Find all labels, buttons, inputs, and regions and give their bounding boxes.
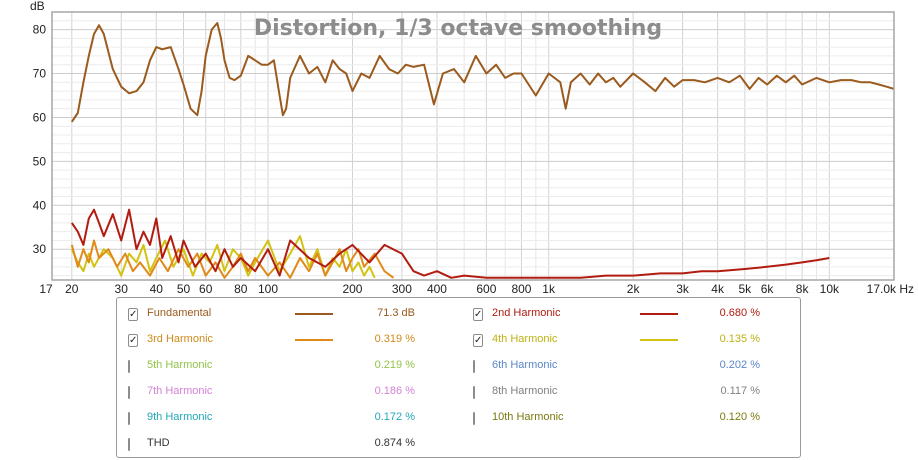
x-tick-label: 60 [199, 282, 213, 296]
legend-item-fundamental: ✓ Fundamental 71.3 dB [117, 304, 457, 324]
x-tick-label: 1k [542, 282, 556, 296]
legend-item-9th-harmonic: 9th Harmonic 0.172 % [117, 408, 457, 428]
series-line-fundamental [70, 22, 894, 123]
8th-harmonic-value: 0.117 % [720, 385, 760, 397]
x-tick-label: 800 [511, 282, 531, 296]
3rd-harmonic-value: 0.319 % [374, 333, 415, 345]
thd-checkbox[interactable] [128, 438, 130, 451]
3rd-harmonic-checkbox[interactable]: ✓ [128, 334, 139, 347]
6th-harmonic-value: 0.202 % [719, 359, 760, 371]
x-tick-label: 6k [761, 282, 775, 296]
x-tick-label: 30 [115, 282, 129, 296]
2nd-harmonic-value: 0.680 % [719, 307, 760, 319]
legend-row: 5th Harmonic 0.219 % 6th Harmonic 0.202 % [117, 356, 800, 376]
fundamental-swatch [295, 313, 333, 315]
x-tick-label: 2k [627, 282, 641, 296]
x-tick-label: 3k [676, 282, 690, 296]
x-tick-label: 300 [392, 282, 412, 296]
3rd-harmonic-swatch [295, 339, 333, 341]
9th-harmonic-label: 9th Harmonic [147, 411, 213, 423]
thd-value: 0.874 % [374, 437, 415, 449]
y-tick-label: 50 [33, 154, 47, 168]
3rd-harmonic-label: 3rd Harmonic [147, 333, 214, 345]
legend-row: 7th Harmonic 0.186 % 8th Harmonic 0.117 % [117, 382, 800, 402]
x-tick-label: 40 [150, 282, 164, 296]
x-tick-label: 600 [476, 282, 496, 296]
4th-harmonic-label: 4th Harmonic [492, 333, 558, 345]
chart-grid [52, 11, 894, 280]
legend-item-4th-harmonic: ✓ 4th Harmonic 0.135 % [462, 330, 802, 350]
x-tick-label: 20 [65, 282, 79, 296]
x-tick-label: 17.0k Hz [867, 282, 914, 296]
10th-harmonic-label: 10th Harmonic [492, 411, 564, 423]
2nd-harmonic-swatch [640, 313, 678, 315]
fundamental-value: 71.3 dB [377, 307, 415, 319]
6th-harmonic-label: 6th Harmonic [492, 359, 558, 371]
chart-title: Distortion, 1/3 octave smoothing [254, 16, 662, 41]
6th-harmonic-checkbox[interactable] [473, 360, 475, 373]
5th-harmonic-label: 5th Harmonic [147, 359, 213, 371]
fundamental-checkbox[interactable]: ✓ [128, 308, 139, 321]
legend-item-10th-harmonic: 10th Harmonic 0.120 % [462, 408, 802, 428]
legend-item-6th-harmonic: 6th Harmonic 0.202 % [462, 356, 802, 376]
2nd-harmonic-checkbox[interactable]: ✓ [473, 308, 484, 321]
legend-panel: ✓ Fundamental 71.3 dB ✓ 2nd Harmonic 0.680 % ✓… [116, 297, 801, 458]
x-tick-label: 400 [427, 282, 447, 296]
legend-item-7th-harmonic: 7th Harmonic 0.186 % [117, 382, 457, 402]
thd-label: THD [147, 437, 170, 449]
9th-harmonic-checkbox[interactable] [128, 412, 130, 425]
y-tick-label: 60 [33, 110, 47, 124]
series-line-3rd-harmonic [70, 239, 395, 279]
y-tick-label: 40 [33, 198, 47, 212]
x-tick-label: 200 [342, 282, 362, 296]
5th-harmonic-checkbox[interactable] [128, 360, 130, 373]
7th-harmonic-checkbox[interactable] [128, 386, 130, 399]
10th-harmonic-value: 0.120 % [719, 411, 760, 423]
y-tick-label: 80 [33, 23, 47, 37]
7th-harmonic-label: 7th Harmonic [147, 385, 213, 397]
2nd-harmonic-label: 2nd Harmonic [492, 307, 561, 319]
plot-frame [51, 11, 895, 281]
7th-harmonic-value: 0.186 % [374, 385, 415, 397]
y-tick-label: 30 [33, 242, 47, 256]
8th-harmonic-label: 8th Harmonic [492, 385, 558, 397]
x-tick-label: 50 [177, 282, 191, 296]
legend-item-8th-harmonic: 8th Harmonic 0.117 % [462, 382, 802, 402]
legend-item-5th-harmonic: 5th Harmonic 0.219 % [117, 356, 457, 376]
y-tick-label: 70 [33, 67, 47, 81]
y-tick-labels: 30 40 50 60 70 80 [33, 23, 47, 257]
x-tick-labels: 17 20 30 40 50 60 80 100 200 300 400 600 800 1k 2k 3k 4k… [39, 282, 914, 296]
y-axis-label: dB [30, 0, 45, 13]
4th-harmonic-checkbox[interactable]: ✓ [473, 334, 484, 347]
legend-item-3rd-harmonic: ✓ 3rd Harmonic 0.319 % [117, 330, 457, 350]
4th-harmonic-swatch [640, 339, 678, 341]
5th-harmonic-value: 0.219 % [374, 359, 415, 371]
chart-series [70, 22, 894, 279]
9th-harmonic-value: 0.172 % [374, 411, 415, 423]
x-tick-label: 4k [711, 282, 725, 296]
fundamental-label: Fundamental [147, 307, 212, 319]
x-tick-label: 8k [796, 282, 810, 296]
10th-harmonic-checkbox[interactable] [473, 412, 475, 425]
legend-row: 9th Harmonic 0.172 % 10th Harmonic 0.120 % [117, 408, 800, 428]
x-tick-label: 17 [39, 282, 53, 296]
x-tick-label: 10k [820, 282, 840, 296]
series-line-2nd-harmonic [70, 208, 830, 279]
legend-row: ✓ 3rd Harmonic 0.319 % ✓ 4th Harmonic 0.135 % [117, 330, 800, 350]
x-tick-label: 100 [258, 282, 278, 296]
8th-harmonic-checkbox[interactable] [473, 386, 475, 399]
legend-row: ✓ Fundamental 71.3 dB ✓ 2nd Harmonic 0.680 % [117, 304, 800, 324]
4th-harmonic-value: 0.135 % [719, 333, 760, 345]
legend-item-2nd-harmonic: ✓ 2nd Harmonic 0.680 % [462, 304, 802, 324]
x-tick-label: 80 [234, 282, 248, 296]
distortion-chart: Distortion, 1/3 octave smoothing dB 30 40… [30, 0, 914, 296]
legend-item-thd: THD 0.874 % [117, 434, 457, 454]
x-tick-label: 5k [738, 282, 752, 296]
legend-row: THD 0.874 % [117, 434, 800, 454]
